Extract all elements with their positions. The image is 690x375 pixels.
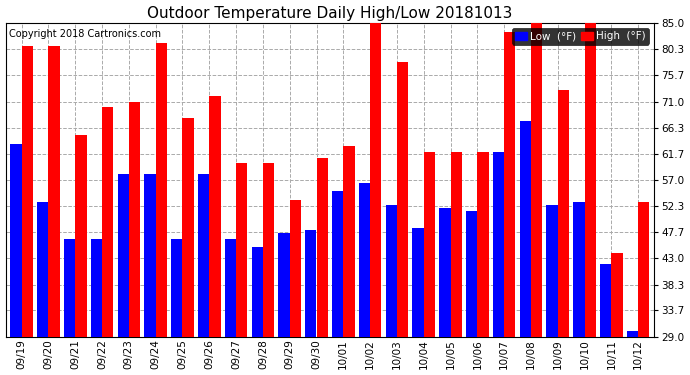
Bar bbox=[584, 23, 595, 337]
Bar bbox=[37, 202, 48, 337]
Bar bbox=[144, 174, 156, 337]
Bar bbox=[10, 144, 21, 337]
Bar bbox=[236, 163, 247, 337]
Bar bbox=[477, 152, 489, 337]
Bar bbox=[317, 158, 328, 337]
Bar bbox=[129, 102, 140, 337]
Bar bbox=[573, 202, 584, 337]
Bar bbox=[21, 45, 33, 337]
Bar bbox=[48, 45, 60, 337]
Bar bbox=[290, 200, 301, 337]
Bar bbox=[546, 205, 558, 337]
Bar bbox=[493, 152, 504, 337]
Bar bbox=[64, 239, 75, 337]
Title: Outdoor Temperature Daily High/Low 20181013: Outdoor Temperature Daily High/Low 20181… bbox=[147, 6, 513, 21]
Bar bbox=[75, 135, 86, 337]
Bar bbox=[359, 183, 370, 337]
Bar bbox=[198, 174, 209, 337]
Bar bbox=[263, 163, 274, 337]
Bar bbox=[332, 191, 344, 337]
Bar bbox=[531, 23, 542, 337]
Bar bbox=[451, 152, 462, 337]
Bar bbox=[156, 43, 167, 337]
Bar bbox=[397, 62, 408, 337]
Bar bbox=[386, 205, 397, 337]
Bar bbox=[520, 121, 531, 337]
Bar bbox=[305, 230, 317, 337]
Bar bbox=[413, 228, 424, 337]
Bar bbox=[225, 239, 236, 337]
Bar bbox=[279, 233, 290, 337]
Bar bbox=[209, 96, 221, 337]
Bar bbox=[370, 20, 382, 337]
Bar bbox=[182, 118, 194, 337]
Text: Copyright 2018 Cartronics.com: Copyright 2018 Cartronics.com bbox=[9, 29, 161, 39]
Bar bbox=[638, 202, 649, 337]
Bar bbox=[600, 264, 611, 337]
Bar bbox=[91, 239, 102, 337]
Bar bbox=[171, 239, 182, 337]
Legend: Low  (°F), High  (°F): Low (°F), High (°F) bbox=[511, 28, 649, 45]
Bar bbox=[344, 146, 355, 337]
Bar bbox=[102, 107, 113, 337]
Bar bbox=[558, 90, 569, 337]
Bar bbox=[117, 174, 129, 337]
Bar bbox=[627, 331, 638, 337]
Bar bbox=[440, 208, 451, 337]
Bar bbox=[466, 211, 477, 337]
Bar bbox=[611, 253, 622, 337]
Bar bbox=[504, 32, 515, 337]
Bar bbox=[424, 152, 435, 337]
Bar bbox=[252, 247, 263, 337]
